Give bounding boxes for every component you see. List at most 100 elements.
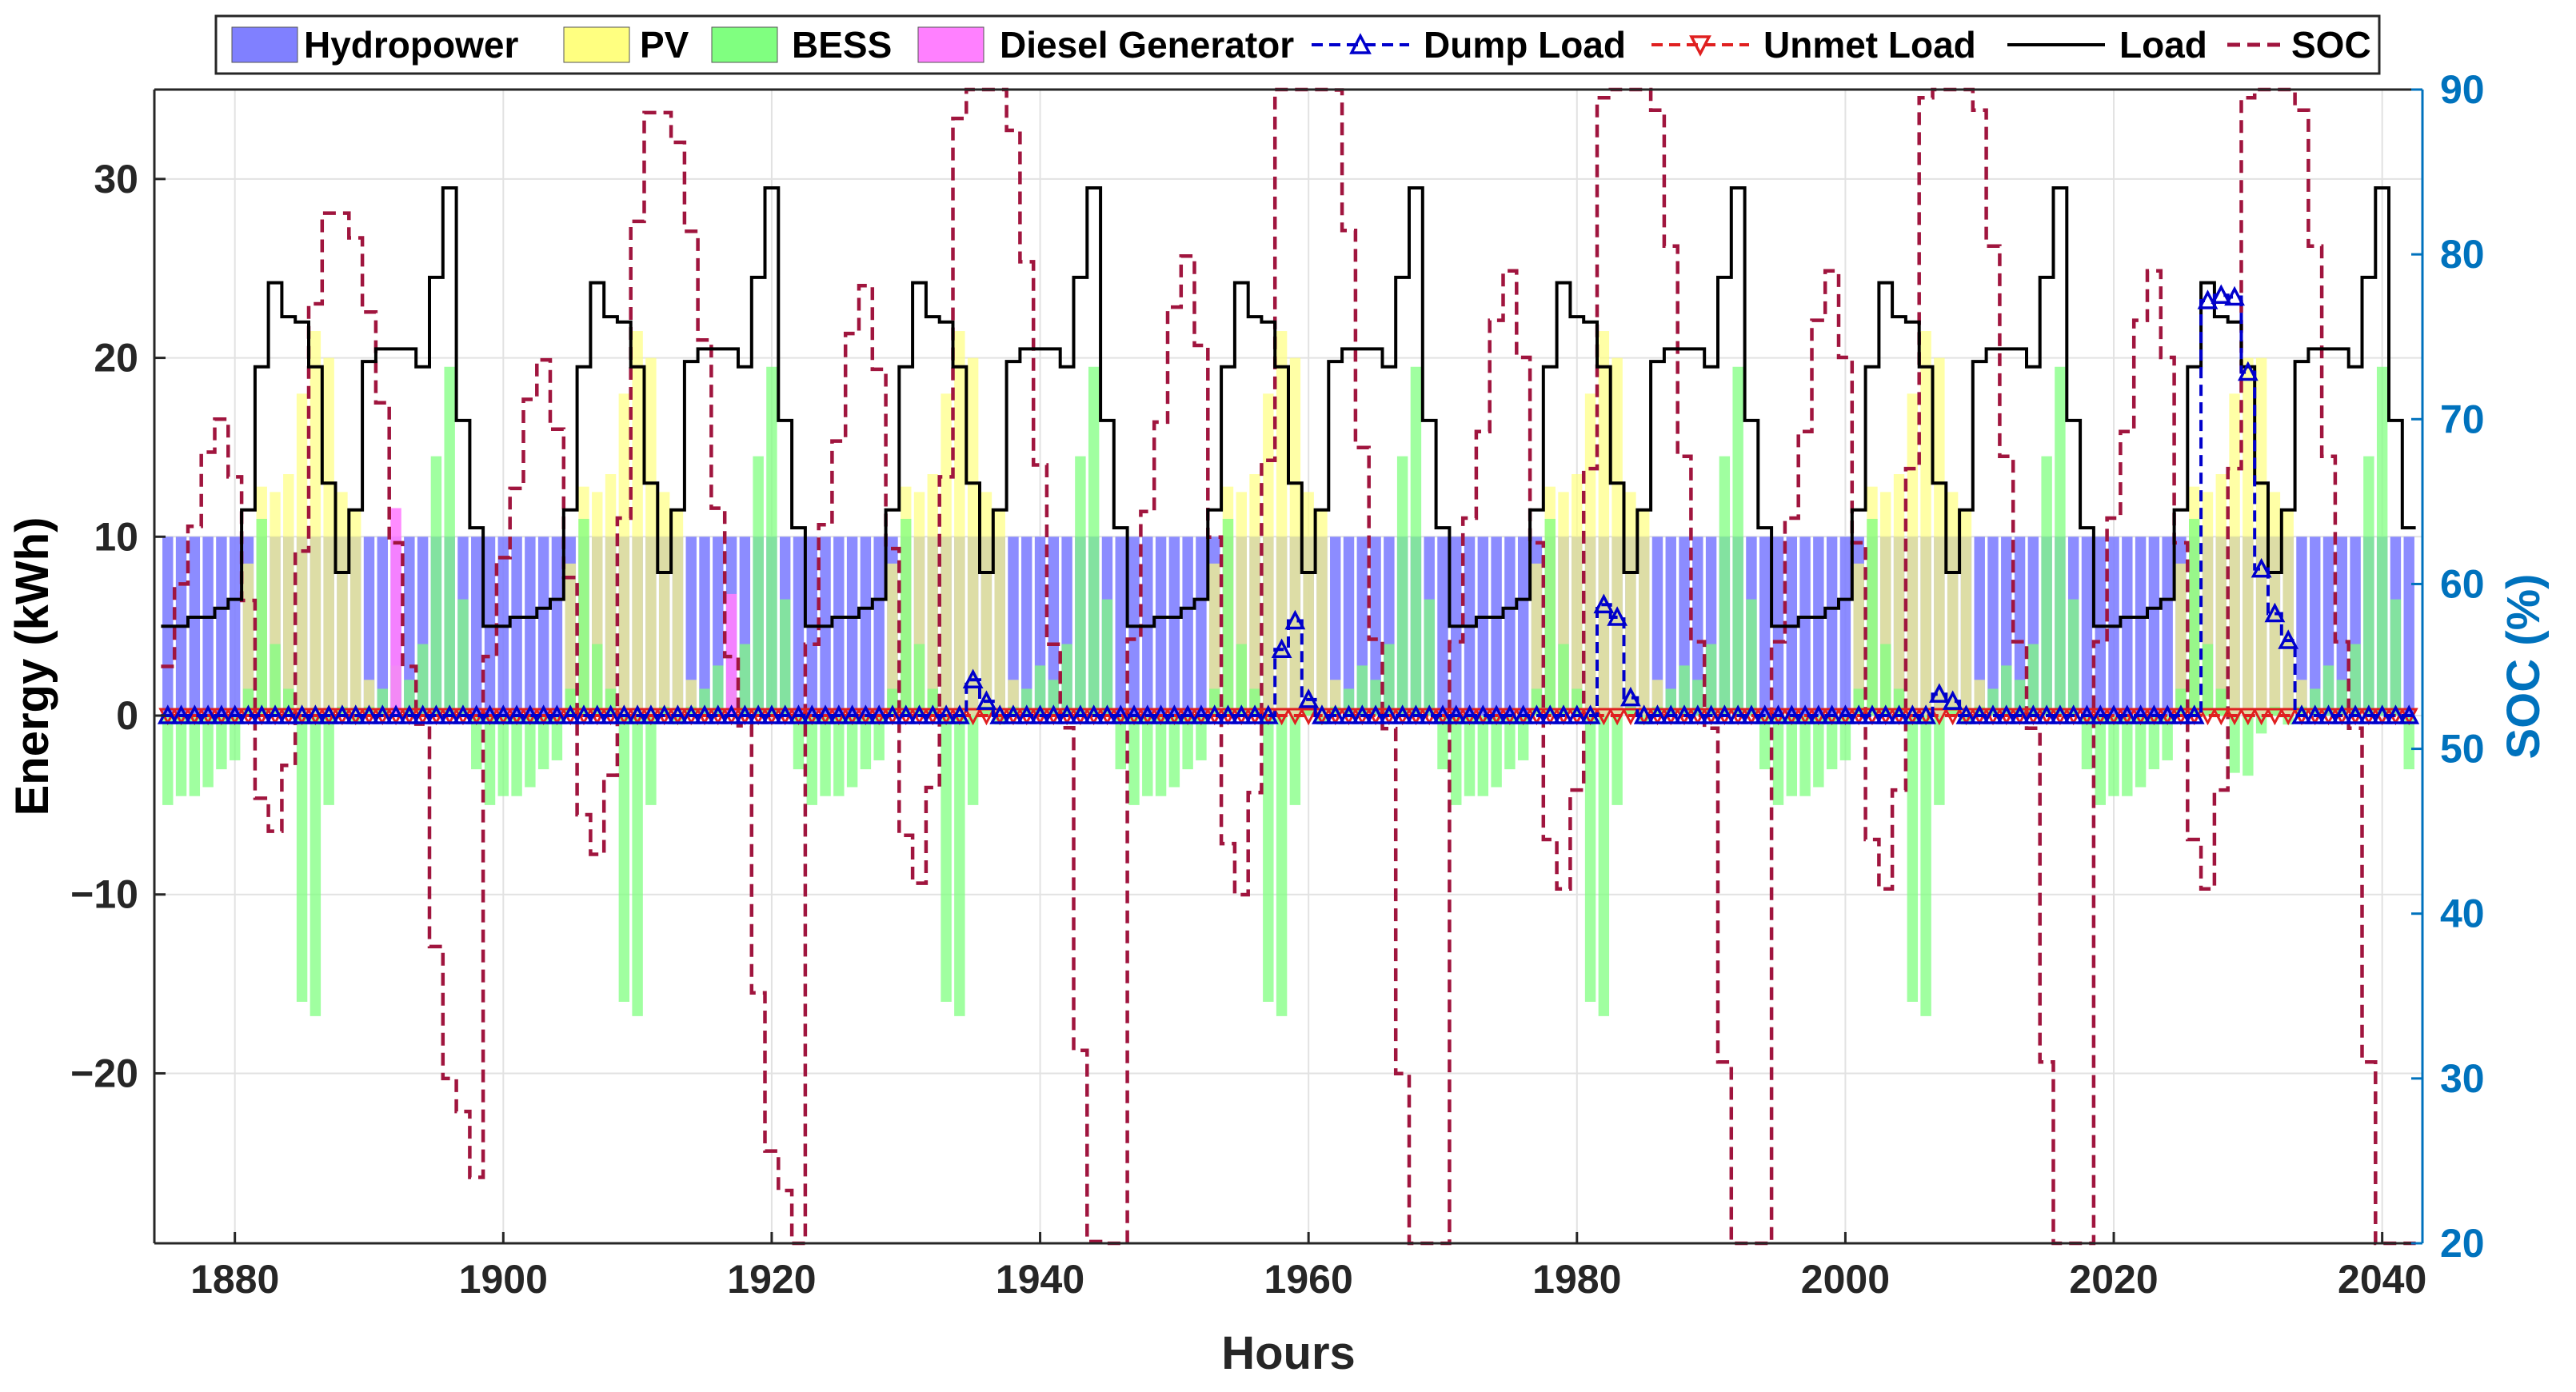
bess-bar bbox=[1088, 366, 1100, 716]
bess-bar bbox=[1759, 716, 1771, 770]
x-tick-label: 2020 bbox=[2069, 1257, 2158, 1302]
bess-bar bbox=[216, 716, 227, 770]
pv-bar bbox=[2282, 509, 2294, 716]
dump-marker bbox=[1217, 704, 1239, 724]
hydropower-bar bbox=[511, 536, 522, 716]
bess-bar bbox=[1424, 599, 1435, 716]
dump-marker bbox=[1674, 704, 1695, 724]
hydropower-bar bbox=[229, 536, 241, 716]
dump-marker bbox=[439, 704, 461, 724]
dump-marker bbox=[1767, 704, 1789, 724]
soc-line bbox=[161, 87, 2416, 1246]
pv-bar bbox=[1853, 563, 1864, 716]
bess-bar bbox=[1893, 688, 1905, 716]
dump-marker bbox=[667, 704, 689, 724]
bess-bar bbox=[1451, 716, 1462, 805]
dump-marker bbox=[1593, 593, 1615, 614]
dump-marker bbox=[2398, 704, 2420, 724]
bess-bar bbox=[242, 688, 254, 716]
dump-marker bbox=[774, 704, 796, 724]
bess-bar bbox=[672, 716, 684, 725]
bess-bar bbox=[1517, 716, 1529, 760]
bess-bar bbox=[2296, 706, 2307, 716]
pv-bar bbox=[310, 331, 322, 716]
bess-bar bbox=[2055, 366, 2066, 716]
hydropower-bar bbox=[1813, 536, 1824, 716]
bess-bar bbox=[2215, 688, 2227, 716]
pv-bar bbox=[1263, 393, 1274, 716]
bess-bar bbox=[1276, 716, 1288, 1016]
pv-bar bbox=[1625, 492, 1636, 716]
dump-marker bbox=[627, 704, 649, 724]
y-tick-label: 20 bbox=[94, 336, 138, 381]
pv-bar bbox=[1249, 474, 1260, 716]
dump-marker bbox=[1191, 704, 1212, 724]
bess-bar bbox=[1504, 716, 1516, 770]
dump-marker bbox=[922, 704, 944, 724]
dump-marker bbox=[1687, 704, 1708, 724]
bess-bar bbox=[1947, 706, 1959, 716]
bess-bar bbox=[658, 706, 670, 716]
dump-marker bbox=[1781, 704, 1803, 724]
bess-bar bbox=[162, 716, 174, 805]
dump-marker bbox=[1445, 704, 1467, 724]
dump-marker bbox=[1902, 704, 1923, 724]
dump-marker bbox=[2358, 704, 2379, 724]
dump-marker bbox=[573, 704, 594, 724]
hydropower-bar bbox=[1155, 536, 1167, 716]
hydropower-bar bbox=[793, 536, 805, 716]
dump-marker bbox=[1177, 704, 1199, 724]
bess-bar bbox=[1786, 716, 1798, 796]
hydropower-bar bbox=[1343, 536, 1355, 716]
dump-marker bbox=[2143, 704, 2165, 724]
hydropower-bar bbox=[377, 536, 388, 716]
pv-bar bbox=[980, 492, 992, 716]
dump-marker bbox=[600, 704, 621, 724]
pv-bar bbox=[242, 563, 254, 716]
dump-marker bbox=[855, 704, 877, 724]
dump-marker bbox=[2264, 602, 2286, 623]
bess-bar bbox=[618, 716, 630, 1002]
bess-bar bbox=[1638, 716, 1650, 725]
pv-bar bbox=[1893, 474, 1905, 716]
bess-bar bbox=[1330, 706, 1341, 716]
bess-bar bbox=[2014, 680, 2026, 716]
bess-bar bbox=[685, 706, 697, 716]
bess-bar bbox=[1410, 366, 1422, 716]
x-tick-label: 1920 bbox=[727, 1257, 816, 1302]
dump-marker bbox=[1204, 704, 1225, 724]
bess-bar bbox=[1531, 688, 1543, 716]
bess-bar bbox=[484, 716, 496, 805]
hydropower-bar bbox=[1504, 536, 1516, 716]
dump-marker bbox=[546, 704, 568, 724]
bess-bar bbox=[994, 716, 1005, 725]
bess-bar bbox=[592, 644, 603, 716]
load-series bbox=[161, 186, 2416, 628]
pv-bar bbox=[1289, 357, 1301, 716]
dump-marker bbox=[1741, 704, 1762, 724]
bess-bar bbox=[1343, 688, 1355, 716]
dump-marker bbox=[1029, 704, 1051, 724]
y-tick-label: 30 bbox=[94, 157, 138, 201]
pv-bar bbox=[1276, 331, 1288, 716]
bess-bar bbox=[229, 716, 241, 760]
bess-bar bbox=[1732, 366, 1743, 716]
hydropower-bar bbox=[1182, 536, 1193, 716]
unmet-marker bbox=[2265, 708, 2284, 726]
dump-marker bbox=[1795, 704, 1815, 724]
pv-bar bbox=[1920, 331, 1931, 716]
dump-marker bbox=[936, 704, 957, 724]
dump-marker bbox=[238, 704, 259, 724]
dump-marker bbox=[305, 704, 326, 724]
hydropower-bar bbox=[699, 536, 710, 716]
dump-marker bbox=[1955, 704, 1977, 724]
dump-marker bbox=[1352, 704, 1373, 724]
bess-bar bbox=[1263, 716, 1274, 1002]
unmet-marker bbox=[1272, 708, 1292, 726]
dump-marker bbox=[1553, 704, 1574, 724]
dump-marker bbox=[1835, 704, 1856, 724]
dump-marker bbox=[1995, 704, 2017, 724]
bess-bar bbox=[699, 688, 710, 716]
dump-marker bbox=[1164, 704, 1185, 724]
bess-bar bbox=[1665, 688, 1676, 716]
